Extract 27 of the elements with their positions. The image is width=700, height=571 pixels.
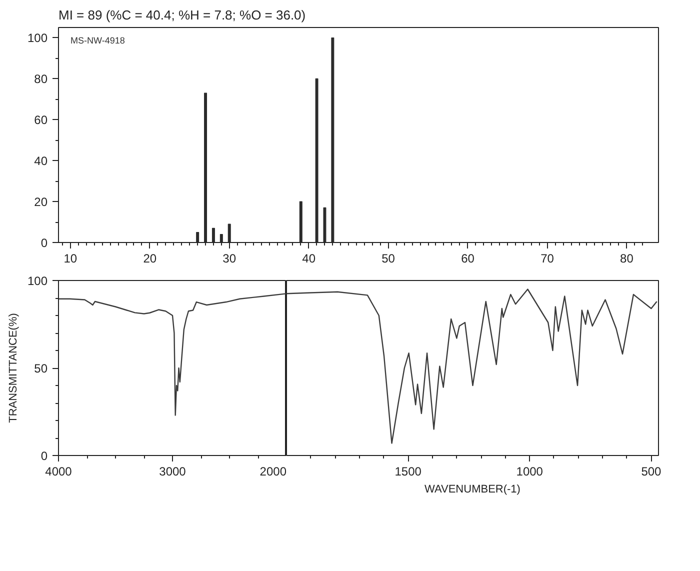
x-tick-label: 20 — [143, 252, 157, 266]
x-tick-label: 80 — [620, 252, 634, 266]
y-tick-label: 100 — [27, 274, 48, 288]
x-tick-label: 50 — [382, 252, 396, 266]
chart-title: MI = 89 (%C = 40.4; %H = 7.8; %O = 36.0) — [58, 8, 306, 22]
y-tick-label: 60 — [34, 113, 48, 128]
x-tick-label: 2000 — [260, 464, 287, 478]
x-tick-label: 500 — [641, 464, 662, 478]
y-tick-label: 0 — [40, 236, 48, 250]
y-tick-label: 50 — [34, 362, 48, 376]
y-tick-label: 20 — [34, 195, 48, 210]
x-tick-label: 1000 — [516, 464, 544, 478]
y-tick-label: 80 — [34, 72, 48, 86]
y-tick-label: 0 — [40, 449, 48, 463]
x-tick-label: 70 — [540, 252, 554, 266]
x-tick-label: 30 — [222, 252, 236, 266]
annotation: MS-NW-4918 — [70, 36, 125, 46]
x-tick-label: 4000 — [45, 464, 72, 478]
x-tick-label: 10 — [64, 252, 78, 266]
y-tick-label: 40 — [34, 154, 48, 168]
x-tick-label: 40 — [302, 252, 316, 266]
x-tick-label: 60 — [461, 252, 475, 266]
x-tick-label: 3000 — [159, 464, 186, 478]
x-axis-title: WAVENUMBER(-1) — [424, 484, 520, 496]
x-tick-label: 1500 — [394, 464, 422, 478]
y-axis-title: TRANSMITTANCE(%) — [7, 313, 20, 423]
y-tick-label: 100 — [27, 31, 48, 46]
